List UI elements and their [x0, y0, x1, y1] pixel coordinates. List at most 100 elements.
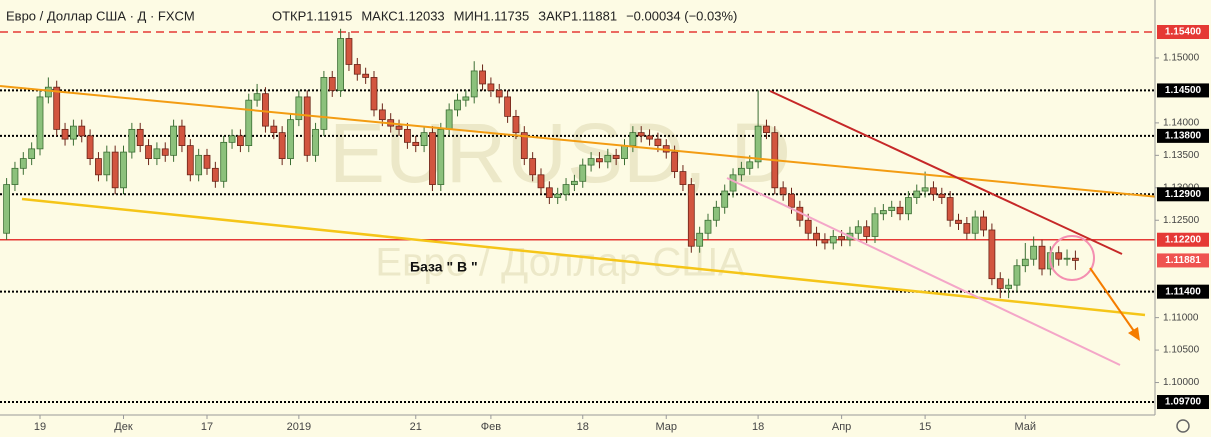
- candle-body: [53, 86, 61, 130]
- candle-body: [312, 128, 319, 156]
- candle-body: [829, 236, 837, 244]
- x-tick-label: 18: [752, 421, 764, 433]
- x-tick-label: 21: [410, 421, 422, 433]
- candle-body: [111, 151, 119, 189]
- stat-label: МИН: [454, 8, 484, 23]
- candle-body: [378, 109, 386, 121]
- y-tick-label: 1.10500: [1163, 345, 1200, 356]
- level-label: 1.11400: [1165, 286, 1201, 297]
- stat-label: ОТКР: [272, 8, 306, 23]
- price-axis: [1155, 0, 1211, 437]
- y-tick-label: 1.15000: [1163, 53, 1200, 64]
- stat-value: 1.11735: [483, 8, 529, 23]
- candle-body: [445, 109, 453, 130]
- candle-body: [879, 210, 887, 215]
- level-label-box: [1157, 232, 1209, 247]
- candle-body: [788, 193, 795, 208]
- candle-body: [370, 77, 378, 111]
- candle-body: [437, 128, 445, 185]
- watermark: EURUSD, D Евро / Доллар США: [329, 106, 791, 284]
- candle-body: [604, 154, 612, 163]
- candle-body: [712, 206, 720, 221]
- candle-body: [896, 206, 904, 215]
- watermark-name: Евро / Доллар США: [375, 241, 745, 285]
- candle-body: [779, 187, 787, 195]
- x-tick-label: Дек: [114, 421, 133, 433]
- candle-body: [921, 187, 929, 192]
- candle-body: [236, 135, 244, 147]
- candle-body: [905, 197, 912, 215]
- candle-body: [487, 83, 495, 91]
- trend-line: [0, 85, 1211, 203]
- stat-value: 1.12033: [398, 8, 445, 23]
- price-label-box: [1157, 253, 1209, 268]
- stat-label: ЗАКР: [538, 8, 571, 23]
- level-label: 1.15400: [1165, 27, 1202, 38]
- candle-body: [938, 193, 946, 198]
- stat-value: −0.00034 (−0.03%): [626, 8, 737, 23]
- settings-icon[interactable]: [1176, 419, 1190, 433]
- annotation: База " В ": [410, 259, 478, 275]
- candle-body: [245, 99, 253, 147]
- candle-body: [913, 190, 921, 198]
- candles: [3, 28, 1079, 299]
- candle-body: [337, 38, 345, 91]
- trend-line: [21, 197, 1146, 317]
- watermark-symbol: EURUSD, D: [329, 106, 791, 200]
- candle-body: [362, 73, 370, 78]
- candle-body: [980, 216, 987, 231]
- drawings: [0, 85, 1211, 366]
- level-label: 1.14500: [1165, 85, 1202, 96]
- x-tick-label: 15: [919, 421, 931, 433]
- candle-body: [863, 226, 871, 237]
- candle-body: [1038, 245, 1046, 270]
- candle-body: [429, 132, 436, 185]
- candle-body: [19, 158, 27, 169]
- candle-body: [854, 226, 862, 234]
- candle-body: [704, 219, 712, 234]
- candle-body: [203, 154, 211, 169]
- arrow: [1089, 267, 1137, 335]
- candle-body: [61, 128, 69, 140]
- candle-body: [554, 193, 562, 198]
- x-tick-label: Мар: [655, 421, 677, 433]
- candle-body: [596, 158, 603, 163]
- candle-body: [671, 151, 678, 172]
- x-tick-label: Фев: [481, 421, 501, 433]
- level-label-box: [1157, 128, 1209, 143]
- candle-body: [211, 167, 219, 182]
- candle-body: [988, 229, 996, 280]
- candle-body: [328, 77, 336, 91]
- candle-body: [295, 96, 303, 121]
- level-label-box: [1157, 284, 1209, 299]
- arrow-head: [1128, 327, 1140, 341]
- level-label: 1.12200: [1165, 234, 1202, 245]
- candle-body: [253, 93, 261, 101]
- candle-body: [36, 96, 44, 150]
- candle-body: [629, 132, 637, 147]
- x-tick-label: 18: [577, 421, 589, 433]
- candle-body: [696, 232, 704, 247]
- candle-body: [804, 219, 812, 234]
- candle-body: [462, 96, 470, 101]
- candle-body: [220, 141, 228, 182]
- candle-body: [963, 223, 971, 234]
- candle-body: [871, 213, 879, 237]
- candle-body: [303, 96, 311, 156]
- level-label: 1.13800: [1165, 131, 1202, 142]
- candle-body: [888, 206, 896, 211]
- candle-body: [1055, 252, 1063, 260]
- candle-body: [153, 148, 161, 159]
- candle-body: [512, 115, 520, 134]
- candle-body: [537, 174, 545, 189]
- price-label: 1.11881: [1165, 255, 1201, 266]
- candle-body: [1072, 257, 1079, 261]
- candle-body: [320, 77, 328, 130]
- candle-body: [270, 125, 278, 134]
- level-label: 1.09700: [1165, 397, 1202, 408]
- candle-body: [838, 236, 845, 241]
- x-tick-label: 17: [201, 421, 213, 433]
- candle-body: [136, 128, 144, 147]
- header: Евро / Доллар США · Д · FXCM ОТКР 1.11915…: [6, 8, 737, 23]
